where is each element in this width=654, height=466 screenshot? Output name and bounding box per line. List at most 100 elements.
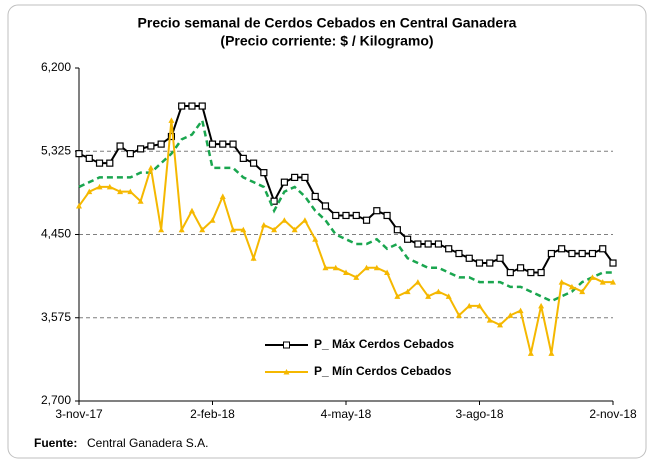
data-point (497, 321, 504, 328)
data-point (373, 264, 380, 271)
data-point (249, 159, 258, 167)
data-point (147, 142, 155, 150)
data-point (435, 288, 442, 295)
data-point (455, 249, 463, 258)
data-point (538, 302, 545, 309)
data-point (425, 293, 432, 299)
data-point (507, 312, 514, 318)
data-point (168, 117, 175, 123)
data-point (373, 207, 381, 215)
chart-subtitle: (Precio corriente: $ / Kilogramo) (220, 33, 433, 49)
chart-frame (7, 4, 647, 459)
data-point (230, 226, 237, 233)
data-point (239, 154, 247, 162)
data-point (198, 102, 206, 110)
data-point (271, 226, 278, 233)
data-point (137, 198, 144, 204)
data-point (496, 254, 504, 262)
data-point (599, 245, 607, 253)
data-point (466, 302, 473, 309)
data-point (280, 178, 288, 186)
data-point (486, 259, 494, 267)
data-point (106, 183, 113, 190)
y-tick-label: 5,325 (41, 143, 71, 157)
data-point (445, 293, 452, 299)
data-point (321, 202, 330, 210)
data-point (384, 269, 391, 276)
data-point (199, 226, 206, 233)
data-point (219, 193, 226, 199)
data-point (352, 211, 360, 220)
data-point (588, 249, 597, 258)
data-point (465, 254, 473, 262)
data-point (383, 211, 391, 220)
source: Central Ganadera S.A. (87, 436, 208, 450)
y-tick-label: 3,575 (41, 310, 71, 324)
data-point (506, 268, 514, 277)
data-point (85, 154, 93, 162)
data-point (353, 274, 360, 280)
data-point (126, 150, 134, 158)
data-point (260, 169, 268, 177)
data-point (342, 211, 350, 220)
data-point (188, 102, 196, 110)
data-point (301, 173, 309, 182)
data-point (609, 259, 617, 267)
data-point (76, 202, 82, 209)
y-tick-label: 2,700 (41, 393, 71, 407)
data-point (281, 217, 288, 223)
data-point (229, 140, 237, 148)
data-point (178, 226, 185, 233)
data-point (116, 142, 124, 150)
data-point (363, 264, 370, 271)
data-point (414, 240, 422, 248)
legend-label: P_ Máx Cerdos Cebados (314, 337, 454, 351)
data-point (404, 235, 412, 243)
data-point (394, 293, 401, 299)
data-point (208, 140, 217, 148)
data-point (301, 217, 308, 223)
data-point (610, 279, 616, 285)
legend-marker (283, 341, 290, 349)
data-point (434, 240, 443, 248)
data-point (475, 259, 484, 267)
data-point (86, 188, 93, 195)
data-point (332, 264, 339, 271)
data-point (188, 207, 195, 214)
x-tick-label: 4-may-18 (321, 407, 372, 421)
data-point (106, 159, 114, 167)
data-point (137, 145, 145, 153)
data-point (96, 183, 103, 190)
data-point (95, 159, 104, 167)
data-point (516, 264, 525, 272)
data-point (260, 221, 267, 228)
data-point (558, 245, 566, 253)
data-point (291, 173, 299, 182)
data-point (414, 279, 421, 285)
data-point (178, 102, 186, 110)
data-point (291, 226, 298, 233)
chart-title: Precio semanal de Cerdos Cebados en Cent… (138, 15, 517, 31)
data-point (362, 216, 371, 224)
data-point (558, 279, 565, 285)
data-point (147, 164, 154, 171)
data-point (486, 317, 493, 323)
data-point (312, 236, 319, 242)
data-point (250, 255, 257, 261)
data-point (578, 249, 586, 258)
data-point (311, 192, 319, 201)
data-point (209, 217, 216, 223)
data-point (332, 211, 340, 220)
data-point (157, 140, 165, 148)
data-point (476, 302, 483, 309)
data-point (219, 140, 227, 148)
data-point (127, 188, 134, 195)
data-point (589, 274, 596, 280)
data-point (579, 288, 586, 295)
legend-marker (283, 369, 290, 375)
data-point (404, 288, 411, 295)
data-point (393, 226, 401, 234)
data-point (599, 279, 606, 285)
